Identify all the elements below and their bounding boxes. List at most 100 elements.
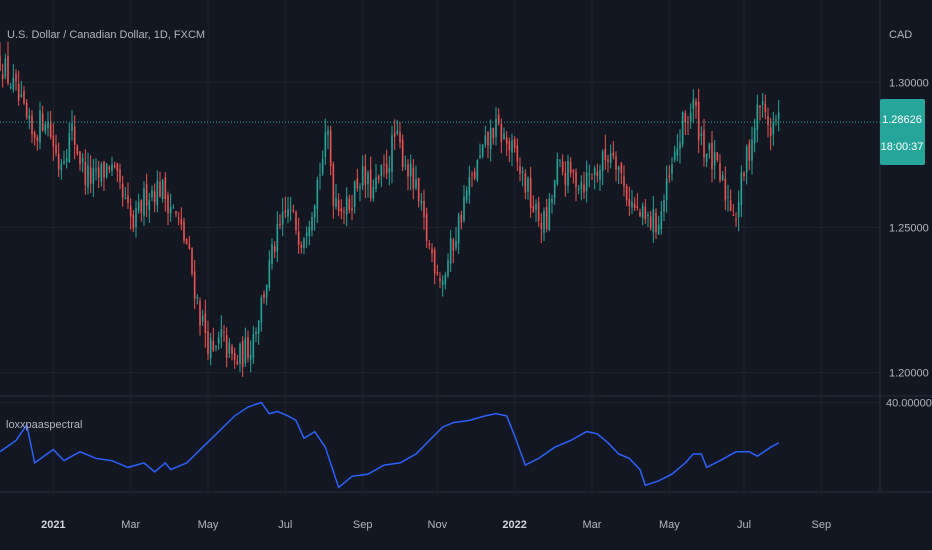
candle-body xyxy=(196,296,199,299)
candle-body xyxy=(407,164,409,177)
candle-body xyxy=(452,239,455,251)
candle-body xyxy=(255,331,257,334)
candle-body xyxy=(295,211,297,231)
candle-body xyxy=(145,184,148,206)
candle-body xyxy=(732,214,735,216)
candle-body xyxy=(679,142,681,150)
candle-body xyxy=(263,293,265,299)
candle-body xyxy=(671,164,673,174)
candle-body xyxy=(388,168,391,173)
candle-body xyxy=(20,94,23,97)
candle-body xyxy=(28,115,31,119)
candle-body xyxy=(183,221,185,241)
candle-body xyxy=(113,165,116,167)
candle-body xyxy=(105,163,108,177)
candle-body xyxy=(268,260,271,288)
candle-body xyxy=(516,145,519,162)
candle-body xyxy=(225,335,228,358)
candle-body xyxy=(687,121,689,123)
candle-body xyxy=(412,167,415,189)
candle-body xyxy=(759,105,761,108)
candle-body xyxy=(708,143,711,150)
candle-body xyxy=(356,178,359,189)
candle-body xyxy=(332,164,335,206)
candle-body xyxy=(239,343,241,364)
candle-body xyxy=(9,86,12,88)
candle-body xyxy=(559,159,561,161)
candle-body xyxy=(23,91,25,104)
candle-body xyxy=(4,58,7,77)
candle-body xyxy=(543,210,545,233)
candle-body xyxy=(92,168,95,184)
candle-body xyxy=(25,102,28,118)
candle-body xyxy=(212,341,215,351)
candle-body xyxy=(7,56,9,84)
candle-body xyxy=(777,112,780,120)
candle-body xyxy=(284,210,287,213)
candle-body xyxy=(633,203,636,209)
candle-body xyxy=(207,331,209,355)
candle-body xyxy=(663,200,665,212)
candle-body xyxy=(265,284,268,298)
candle-body xyxy=(228,342,231,354)
candle-body xyxy=(580,181,583,190)
candle-body xyxy=(428,243,431,246)
x-tick-label: Sep xyxy=(812,519,832,531)
candle-body xyxy=(313,205,316,218)
candle-body xyxy=(511,140,513,153)
candle-body xyxy=(108,166,111,170)
x-tick-label: Nov xyxy=(428,519,448,531)
currency-label: CAD xyxy=(889,29,912,41)
candle-body xyxy=(15,73,17,82)
candle-body xyxy=(185,238,188,245)
candle-body xyxy=(79,151,81,165)
candle-body xyxy=(575,171,577,188)
candle-body xyxy=(417,177,420,202)
candle-body xyxy=(644,206,647,220)
chart-title: U.S. Dollar / Canadian Dollar, 1D, FXCM xyxy=(7,29,205,41)
candle-body xyxy=(500,123,503,143)
candle-body xyxy=(143,188,145,216)
candle-body xyxy=(703,130,705,158)
candle-body xyxy=(68,132,71,163)
candle-body xyxy=(52,135,55,147)
candle-body xyxy=(756,104,759,130)
candle-body xyxy=(751,139,753,161)
candle-body xyxy=(252,334,255,358)
candle-body xyxy=(607,159,609,162)
candle-body xyxy=(505,137,508,144)
candle-body xyxy=(367,172,369,185)
candle-body xyxy=(609,153,612,163)
candle-body xyxy=(665,178,668,200)
candle-body xyxy=(215,346,217,348)
candle-body xyxy=(508,141,511,150)
candle-body xyxy=(337,199,340,212)
candle-body xyxy=(628,199,631,207)
candle-body xyxy=(641,205,644,218)
candle-body xyxy=(156,180,159,206)
candle-body xyxy=(127,195,129,204)
candle-body xyxy=(556,159,559,184)
candle-body xyxy=(471,174,473,176)
candle-body xyxy=(73,126,76,146)
candle-body xyxy=(273,246,276,253)
candle-body xyxy=(316,179,319,209)
candle-body xyxy=(409,163,412,177)
candle-body xyxy=(167,195,169,214)
candle-body xyxy=(135,208,137,228)
candle-body xyxy=(404,165,407,167)
y-tick-label: 1.20000 xyxy=(889,368,929,380)
candle-body xyxy=(375,177,377,189)
candle-body xyxy=(33,132,36,138)
x-tick-label: 2022 xyxy=(502,519,526,531)
candle-body xyxy=(335,198,337,207)
candle-body xyxy=(95,169,97,171)
candle-body xyxy=(260,297,263,323)
candle-body xyxy=(223,331,225,333)
candle-body xyxy=(364,165,367,185)
candle-body xyxy=(540,222,543,229)
candle-body xyxy=(177,217,180,219)
candle-body xyxy=(513,139,516,148)
candle-body xyxy=(447,260,449,276)
